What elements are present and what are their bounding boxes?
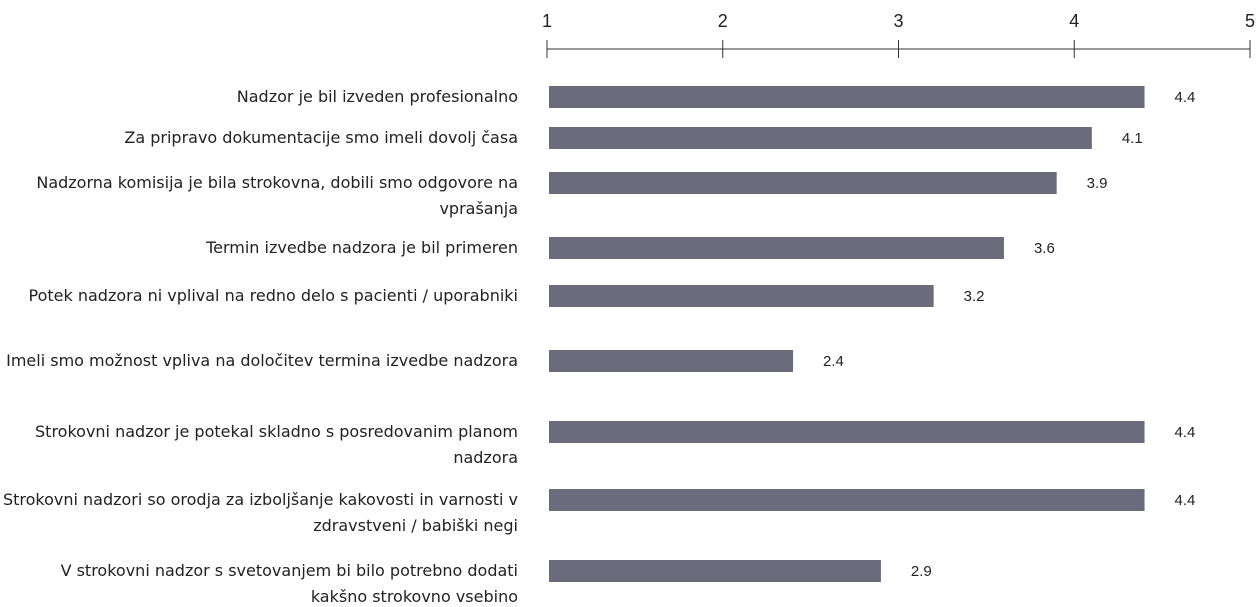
category-label: Imeli smo možnost vpliva na določitev te…	[6, 351, 518, 370]
bar	[549, 172, 1057, 194]
category-label: V strokovni nadzor s svetovanjem bi bilo…	[60, 561, 518, 606]
bar	[549, 350, 794, 372]
value-label: 4.4	[1175, 89, 1196, 106]
category-label: Strokovni nadzor je potekal skladno s po…	[35, 422, 518, 467]
bar	[549, 86, 1145, 108]
value-label: 2.9	[911, 563, 932, 580]
category-label: Za pripravo dokumentacije smo imeli dovo…	[124, 128, 518, 147]
bar	[549, 560, 881, 582]
value-label: 2.4	[823, 353, 844, 370]
bar	[549, 237, 1004, 259]
value-label: 3.2	[964, 288, 985, 305]
x-tick-label: 1	[542, 11, 552, 31]
value-label: 4.4	[1175, 492, 1196, 509]
value-label: 4.1	[1122, 130, 1143, 147]
category-label: Termin izvedbe nadzora je bil primeren	[206, 238, 518, 257]
category-label: Potek nadzora ni vplival na redno delo s…	[28, 286, 519, 305]
bar	[549, 421, 1145, 443]
category-label: Strokovni nadzori so orodja za izboljšan…	[2, 490, 518, 535]
x-tick-label: 5	[1245, 11, 1255, 31]
value-label: 3.9	[1087, 175, 1108, 192]
bar	[549, 127, 1092, 149]
category-label: Nadzor je bil izveden profesionalno	[236, 87, 518, 106]
x-tick-label: 4	[1069, 11, 1079, 31]
x-tick-label: 3	[893, 11, 903, 31]
category-label: Nadzorna komisija je bila strokovna, dob…	[36, 173, 518, 218]
value-label: 3.6	[1034, 240, 1055, 257]
bar	[549, 285, 934, 307]
bar	[549, 489, 1145, 511]
x-tick-label: 2	[718, 11, 728, 31]
value-label: 4.4	[1175, 424, 1196, 441]
